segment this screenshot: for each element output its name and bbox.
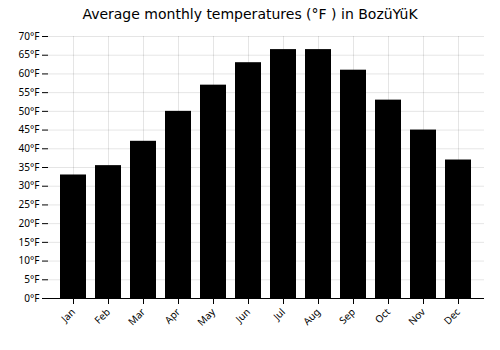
svg-text:70°F: 70°F (19, 29, 40, 43)
svg-text:0°F: 0°F (24, 291, 39, 305)
svg-text:May: May (194, 304, 219, 329)
svg-text:Jun: Jun (232, 305, 253, 326)
svg-text:Jan: Jan (57, 305, 78, 326)
svg-text:50°F: 50°F (19, 104, 40, 118)
svg-text:45°F: 45°F (19, 122, 40, 136)
svg-text:Aug: Aug (300, 305, 323, 328)
svg-text:Feb: Feb (91, 305, 113, 327)
svg-text:Nov: Nov (405, 304, 429, 328)
svg-text:5°F: 5°F (24, 272, 39, 286)
svg-text:25°F: 25°F (19, 197, 40, 211)
svg-text:Sep: Sep (336, 305, 358, 327)
svg-text:Jul: Jul (269, 305, 288, 324)
svg-text:10°F: 10°F (19, 253, 40, 267)
svg-text:Oct: Oct (372, 305, 394, 327)
svg-text:Dec: Dec (440, 305, 463, 328)
svg-text:40°F: 40°F (19, 141, 40, 155)
svg-text:15°F: 15°F (19, 235, 40, 249)
svg-text:20°F: 20°F (19, 216, 40, 230)
svg-text:55°F: 55°F (19, 85, 40, 99)
svg-text:65°F: 65°F (19, 47, 40, 61)
svg-text:35°F: 35°F (19, 160, 40, 174)
html-text:Average monthly temperatures (: Average monthly temperatures (°F ) in Bo… (82, 6, 418, 22)
svg-text:Apr: Apr (161, 305, 183, 327)
svg-text:Mar: Mar (125, 305, 148, 328)
svg-text:60°F: 60°F (19, 66, 40, 80)
svg-text:30°F: 30°F (19, 178, 40, 192)
